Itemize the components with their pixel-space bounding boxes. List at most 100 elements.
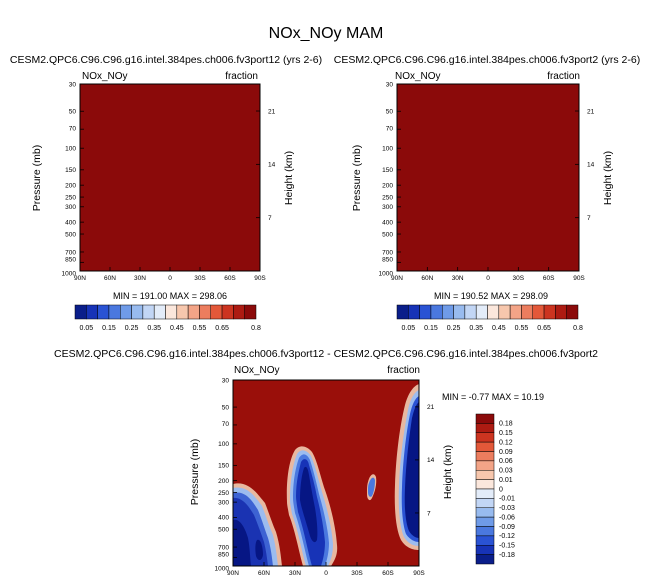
panel-2-field (397, 84, 579, 271)
panel-3-stats: MIN = -0.77 MAX = 10.19 (442, 392, 544, 402)
ytick-label: 70 (69, 125, 77, 132)
xtick-label: 30S (194, 275, 206, 282)
ytick-label: 150 (382, 167, 393, 174)
colorbar-label: -0.12 (499, 533, 515, 540)
ytick-label: 250 (218, 490, 229, 497)
ytick-label: 1000 (62, 270, 77, 277)
ytick-label: 250 (382, 194, 393, 201)
panel-2-stats: MIN = 190.52 MAX = 298.09 (434, 291, 548, 301)
xtick-label: 0 (486, 275, 490, 282)
colorbar-swatch (475, 526, 495, 537)
colorbar-label: -0.18 (499, 552, 515, 559)
colorbar-swatch (120, 304, 132, 320)
colorbar-label: 0.8 (251, 325, 261, 332)
ytick-label: 100 (382, 146, 393, 153)
ytick-label: 50 (386, 109, 394, 116)
y2tick-label: 21 (268, 108, 276, 115)
ytick-label: 100 (218, 441, 229, 448)
y2tick-label: 14 (268, 162, 276, 169)
colorbar-swatch (566, 304, 579, 320)
colorbar-label: 0.18 (499, 421, 513, 428)
panel-3-plot-area (233, 380, 419, 566)
xtick-label: 0 (324, 570, 328, 577)
neg-region-tropical-column (286, 446, 338, 566)
colorbar-swatch (233, 304, 245, 320)
ytick-label: 70 (222, 421, 230, 428)
colorbar-swatch (74, 304, 87, 320)
panel-1-units-label: fraction (225, 71, 258, 82)
colorbar-swatch (221, 304, 234, 320)
colorbar-swatch (453, 304, 466, 320)
colorbar-swatch (131, 304, 144, 320)
xtick-label: 60N (104, 275, 116, 282)
y2tick-label: 21 (427, 404, 435, 411)
panel-3-negative-regions (233, 384, 419, 566)
colorbar-swatch (475, 432, 495, 443)
colorbar-swatch (498, 304, 511, 320)
ytick-label: 50 (222, 404, 230, 411)
colorbar-label: 0.65 (537, 325, 551, 332)
panel-3: CESM2.QPC6.C96.C96.g16.intel.384pes.ch00… (54, 348, 598, 577)
panel-1-xticks: 90N 60N 30N 0 30S 60S 90S (74, 267, 266, 282)
xtick-label: 60S (224, 275, 236, 282)
panel-1-stats: MIN = 191.00 MAX = 298.06 (113, 291, 227, 301)
colorbar-swatch (153, 304, 166, 320)
colorbar-label: 0.15 (424, 325, 438, 332)
colorbar-label: 0 (499, 486, 503, 493)
ytick-label: 1000 (215, 565, 230, 572)
ytick-label: 1000 (379, 270, 394, 277)
colorbar-swatch (199, 304, 211, 320)
xtick-label: 90N (74, 275, 86, 282)
colorbar-swatch (475, 488, 495, 499)
ytick-label: 700 (65, 249, 76, 256)
colorbar-label: -0.01 (499, 496, 515, 503)
colorbar-label: -0.15 (499, 543, 515, 550)
colorbar-swatch (521, 304, 533, 320)
ytick-label: 30 (222, 377, 230, 384)
panel-2-title: CESM2.QPC6.C96.C96.g16.intel.384pes.ch00… (334, 54, 640, 66)
xtick-label: 90S (573, 275, 585, 282)
y2tick-label: 7 (587, 215, 591, 222)
panel-2-xticks: 90N 60N 30N 0 30S 60S 90S (391, 267, 585, 282)
ytick-label: 50 (69, 109, 77, 116)
colorbar-label: 0.15 (499, 430, 513, 437)
xtick-label: 30N (134, 275, 146, 282)
y2tick-label: 7 (427, 510, 431, 517)
colorbar-label: 0.05 (80, 325, 94, 332)
xtick-label: 90S (413, 570, 425, 577)
colorbar-swatch (475, 535, 495, 546)
ytick-label: 850 (65, 257, 76, 264)
panel-1-ylabel: Pressure (mb) (31, 145, 43, 212)
colorbar-swatch (244, 304, 257, 320)
colorbar-swatch (464, 304, 477, 320)
panel-1: CESM2.QPC6.C96.C96.g16.intel.384pes.ch00… (10, 54, 322, 332)
ytick-label: 300 (65, 204, 76, 211)
colorbar-swatch (475, 413, 495, 424)
colorbar-swatch (165, 304, 178, 320)
panel-3-colorbar: 0.18 0.15 0.12 0.09 0.06 0.03 0.01 0 -0.01 -0.03 -… (475, 413, 515, 565)
xtick-label: 90S (254, 275, 266, 282)
colorbar-swatch (475, 423, 495, 433)
colorbar-label: 0.03 (499, 468, 513, 475)
colorbar-swatch (142, 304, 155, 320)
panel-3-xticks: 90N 60N 30N 0 30S 60S 90S (227, 562, 425, 577)
ytick-label: 100 (65, 146, 76, 153)
colorbar-label: 0.45 (492, 325, 506, 332)
xtick-label: 30S (351, 570, 363, 577)
colorbar-swatch (475, 304, 488, 320)
neg-region-south-midlat-tongue (367, 474, 377, 501)
colorbar-swatch (475, 470, 495, 480)
ytick-label: 400 (65, 219, 76, 226)
panel-3-variable-label: NOx_NOy (234, 365, 280, 376)
ytick-label: 70 (386, 125, 394, 132)
figure-title: NOx_NOy MAM (269, 25, 384, 42)
xtick-label: 90N (391, 275, 403, 282)
colorbar-label: 0.25 (447, 325, 461, 332)
colorbar-label: 0.06 (499, 458, 513, 465)
ytick-label: 500 (382, 231, 393, 238)
colorbar-label: 0.45 (170, 325, 184, 332)
